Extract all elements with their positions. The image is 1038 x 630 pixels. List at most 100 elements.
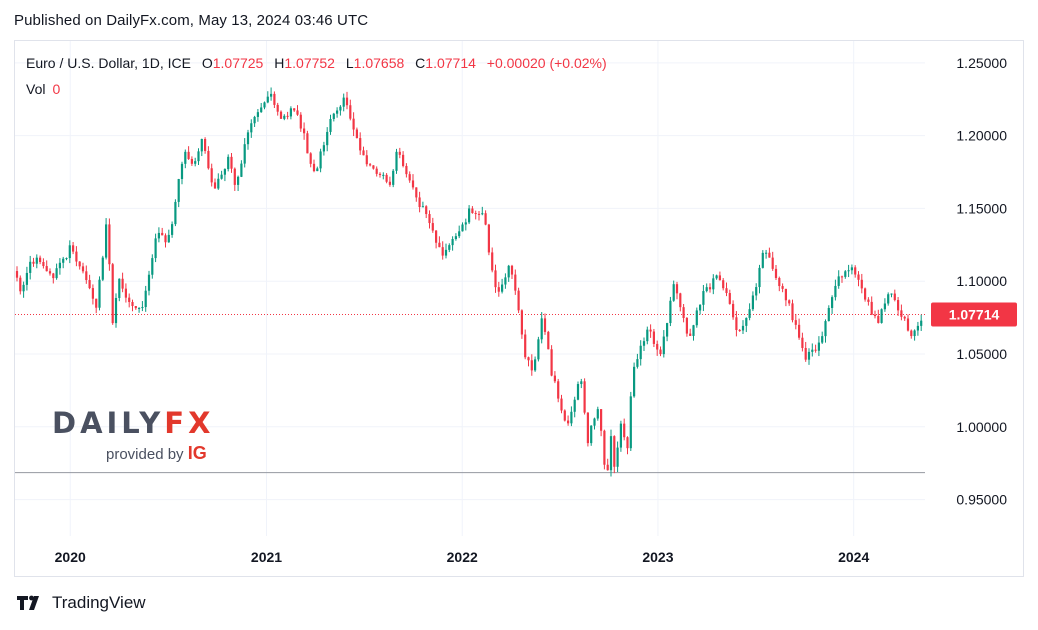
candle-body bbox=[712, 278, 715, 290]
candle-body bbox=[906, 318, 910, 331]
candle-body bbox=[619, 423, 622, 448]
candle-body bbox=[576, 384, 580, 400]
candle-body bbox=[639, 345, 642, 360]
candle-body bbox=[240, 163, 243, 177]
candle-body bbox=[672, 284, 675, 301]
candle-body bbox=[329, 118, 332, 132]
candle-body bbox=[827, 307, 830, 322]
candle-body bbox=[382, 174, 385, 176]
candle-body bbox=[600, 409, 603, 431]
candle-body bbox=[510, 265, 514, 275]
candle-body bbox=[299, 114, 302, 129]
candle-body bbox=[339, 106, 342, 111]
candle-body bbox=[65, 258, 68, 260]
candle-body bbox=[35, 257, 38, 264]
x-axis[interactable]: 2020 2021 2022 2023 2024 bbox=[55, 549, 870, 565]
volume-label: Vol bbox=[26, 81, 46, 97]
candle-body bbox=[850, 267, 853, 271]
last-price-text: 1.07714 bbox=[949, 307, 1000, 323]
candle-body bbox=[303, 128, 306, 134]
candle-body bbox=[111, 264, 114, 324]
candle-body bbox=[675, 284, 679, 294]
candle-body bbox=[402, 154, 405, 166]
candle-body bbox=[435, 230, 438, 243]
candle-body bbox=[758, 267, 761, 288]
candle-body bbox=[161, 232, 164, 236]
candle-body bbox=[217, 178, 220, 189]
candle-body bbox=[138, 307, 141, 309]
candle-body bbox=[105, 224, 108, 258]
candle-body bbox=[666, 323, 669, 337]
candle-body bbox=[98, 279, 101, 308]
candle-body bbox=[167, 234, 170, 243]
y-axis[interactable]: 1.25000 1.20000 1.15000 1.10000 1.05000 1.000… bbox=[956, 55, 1007, 508]
candle-body bbox=[454, 236, 457, 240]
candle-body bbox=[774, 268, 778, 278]
candle-body bbox=[847, 270, 850, 272]
candle-body bbox=[279, 111, 283, 119]
candle-body bbox=[778, 277, 781, 287]
symbol-label[interactable]: Euro / U.S. Dollar, 1D, ICE bbox=[26, 55, 191, 71]
candle-body bbox=[477, 213, 481, 215]
candle-body bbox=[903, 316, 906, 319]
candle-body bbox=[237, 176, 240, 185]
candle-body bbox=[171, 224, 174, 235]
candle-body bbox=[504, 277, 507, 285]
candle-body bbox=[266, 96, 269, 103]
candle-body bbox=[916, 325, 919, 331]
candle-body bbox=[157, 232, 160, 239]
candle-body bbox=[814, 349, 817, 351]
candle-body bbox=[471, 208, 474, 214]
candle-body bbox=[154, 238, 157, 259]
candle-body bbox=[735, 317, 738, 331]
candle-body bbox=[243, 144, 246, 164]
close-label: C bbox=[415, 55, 426, 71]
candle-body bbox=[854, 267, 857, 275]
candle-body bbox=[520, 310, 523, 335]
x-tick-label: 2021 bbox=[251, 549, 282, 565]
candle-body bbox=[537, 339, 540, 360]
candle-body bbox=[699, 304, 702, 311]
candle-body bbox=[438, 242, 441, 248]
last-price-box bbox=[931, 302, 1017, 327]
candle-body bbox=[141, 307, 144, 309]
candle-body bbox=[58, 262, 61, 269]
y-tick-label: 1.00000 bbox=[956, 419, 1007, 435]
candle-body bbox=[745, 317, 748, 326]
candle-body bbox=[306, 133, 309, 154]
grid-lines bbox=[15, 41, 925, 536]
tradingview-logo[interactable]: TradingView bbox=[16, 593, 146, 613]
candle-body bbox=[78, 261, 81, 267]
candle-body bbox=[405, 165, 408, 175]
candle-body bbox=[408, 174, 411, 181]
candle-body bbox=[864, 288, 867, 300]
candle-body bbox=[32, 261, 35, 264]
candle-body bbox=[134, 306, 137, 309]
candle-body bbox=[817, 342, 820, 351]
candle-body bbox=[517, 290, 520, 311]
candle-body bbox=[200, 139, 203, 152]
candle-body bbox=[543, 318, 547, 332]
candle-body bbox=[540, 318, 543, 340]
provided-by-text: provided by IG bbox=[106, 443, 207, 464]
candle-body bbox=[913, 330, 916, 337]
candle-body bbox=[738, 330, 741, 332]
candle-body bbox=[567, 420, 570, 424]
candle-body bbox=[642, 341, 646, 346]
candle-body bbox=[326, 131, 329, 146]
candle-body bbox=[867, 299, 870, 302]
candle-body bbox=[283, 115, 286, 119]
candle-body bbox=[897, 300, 900, 311]
candle-body bbox=[398, 151, 401, 155]
candle-body bbox=[118, 278, 121, 298]
candle-body bbox=[388, 181, 391, 185]
candle-body bbox=[369, 164, 372, 166]
candlestick-series bbox=[15, 87, 923, 477]
candle-body bbox=[210, 168, 213, 183]
dailyfx-watermark: DAILYFX provided by IG bbox=[52, 406, 214, 463]
candle-body bbox=[88, 280, 91, 289]
candle-body bbox=[451, 239, 454, 246]
candle-body bbox=[527, 357, 530, 361]
candle-body bbox=[128, 297, 131, 303]
